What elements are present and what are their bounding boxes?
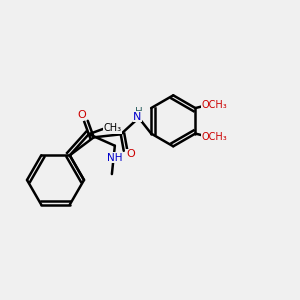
Text: NH: NH xyxy=(107,153,123,163)
Text: OCH₃: OCH₃ xyxy=(201,132,227,142)
Text: N: N xyxy=(133,112,141,122)
Text: H: H xyxy=(136,107,143,117)
Text: O: O xyxy=(126,149,135,159)
Text: O: O xyxy=(77,110,86,120)
Text: OCH₃: OCH₃ xyxy=(201,100,227,110)
Text: CH₃: CH₃ xyxy=(104,123,122,133)
